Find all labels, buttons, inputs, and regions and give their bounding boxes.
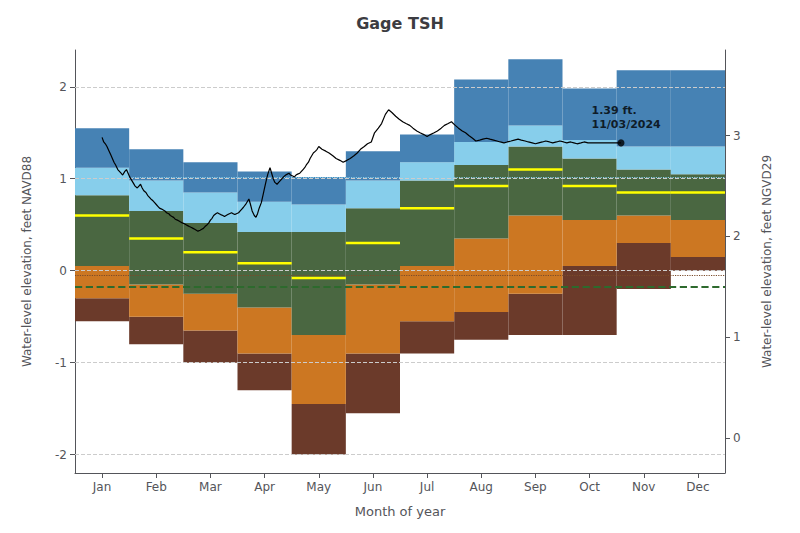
svg-text:-1: -1 bbox=[55, 356, 67, 370]
svg-text:Dec: Dec bbox=[686, 480, 709, 494]
svg-text:Oct: Oct bbox=[579, 480, 600, 494]
svg-text:Aug: Aug bbox=[470, 480, 493, 494]
svg-text:Jun: Jun bbox=[363, 480, 383, 494]
svg-text:2: 2 bbox=[59, 80, 67, 94]
svg-text:Water-level elevation, feet NG: Water-level elevation, feet NGVD29 bbox=[760, 155, 774, 368]
svg-text:3: 3 bbox=[733, 129, 741, 143]
svg-text:Sep: Sep bbox=[524, 480, 547, 494]
svg-text:1.39 ft.: 1.39 ft. bbox=[592, 104, 637, 117]
svg-text:Mar: Mar bbox=[199, 480, 222, 494]
svg-text:Jan: Jan bbox=[92, 480, 112, 494]
svg-text:11/03/2024: 11/03/2024 bbox=[592, 118, 662, 131]
svg-text:0: 0 bbox=[733, 431, 741, 445]
svg-text:1: 1 bbox=[733, 330, 741, 344]
svg-text:2: 2 bbox=[733, 229, 741, 243]
svg-text:Jul: Jul bbox=[419, 480, 434, 494]
svg-text:1: 1 bbox=[59, 172, 67, 186]
svg-text:Nov: Nov bbox=[632, 480, 655, 494]
svg-text:Month of year: Month of year bbox=[355, 504, 446, 519]
svg-text:Feb: Feb bbox=[146, 480, 167, 494]
svg-text:Water-level elevation, feet NA: Water-level elevation, feet NAVD88 bbox=[20, 156, 34, 367]
svg-text:Apr: Apr bbox=[254, 480, 275, 494]
svg-text:May: May bbox=[306, 480, 331, 494]
svg-text:Gage TSH: Gage TSH bbox=[356, 14, 444, 33]
svg-text:0: 0 bbox=[59, 264, 67, 278]
svg-text:-2: -2 bbox=[55, 448, 67, 462]
